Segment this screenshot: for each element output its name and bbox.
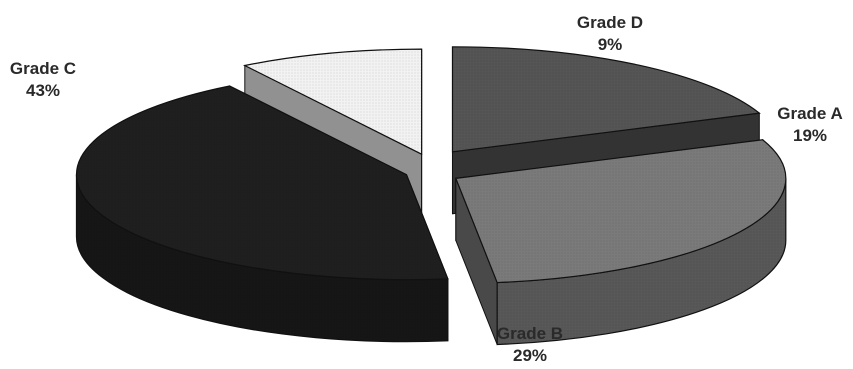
slice-side-texture-grade-c bbox=[76, 174, 448, 342]
slice-percent-grade-c: 43% bbox=[25, 81, 61, 100]
slice-label-grade-d: Grade D 9% bbox=[555, 12, 665, 56]
slice-name-grade-a: Grade A bbox=[777, 104, 843, 123]
slice-top-texture-grade-b bbox=[455, 139, 786, 283]
slice-top-texture-grade-a bbox=[452, 46, 760, 152]
slice-top-texture-grade-c bbox=[76, 86, 448, 280]
slice-label-grade-c: Grade C 43% bbox=[0, 58, 98, 102]
slice-label-grade-b: Grade B 29% bbox=[470, 323, 590, 367]
slice-top-texture-grade-d bbox=[244, 49, 422, 155]
slice-grade-c bbox=[75, 85, 449, 343]
slice-name-grade-b: Grade B bbox=[496, 324, 564, 343]
slice-name-grade-c: Grade C bbox=[9, 59, 77, 78]
slice-side-texture-grade-b bbox=[497, 178, 786, 345]
slice-percent-grade-b: 29% bbox=[512, 346, 548, 365]
slice-percent-grade-d: 9% bbox=[597, 35, 623, 54]
slice-label-grade-a: Grade A 19% bbox=[755, 103, 853, 147]
slice-name-grade-d: Grade D bbox=[576, 13, 644, 32]
slice-percent-grade-a: 19% bbox=[792, 126, 828, 145]
slice-grade-b bbox=[454, 139, 787, 346]
